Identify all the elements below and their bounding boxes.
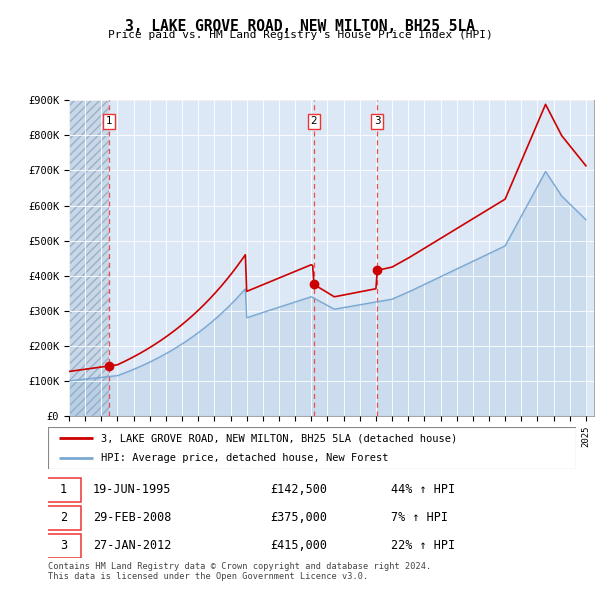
Text: 3: 3 <box>374 116 380 126</box>
Text: Price paid vs. HM Land Registry's House Price Index (HPI): Price paid vs. HM Land Registry's House … <box>107 30 493 40</box>
Text: 29-FEB-2008: 29-FEB-2008 <box>93 512 171 525</box>
Text: £142,500: £142,500 <box>270 483 327 496</box>
Text: 2: 2 <box>60 512 67 525</box>
Text: 3: 3 <box>60 539 67 552</box>
Text: £375,000: £375,000 <box>270 512 327 525</box>
Text: 1: 1 <box>60 483 67 496</box>
Text: 3, LAKE GROVE ROAD, NEW MILTON, BH25 5LA: 3, LAKE GROVE ROAD, NEW MILTON, BH25 5LA <box>125 19 475 34</box>
Text: 19-JUN-1995: 19-JUN-1995 <box>93 483 171 496</box>
Text: 22% ↑ HPI: 22% ↑ HPI <box>391 539 455 552</box>
Text: 2: 2 <box>311 116 317 126</box>
Text: Contains HM Land Registry data © Crown copyright and database right 2024.: Contains HM Land Registry data © Crown c… <box>48 562 431 571</box>
Text: 27-JAN-2012: 27-JAN-2012 <box>93 539 171 552</box>
Text: 1: 1 <box>106 116 112 126</box>
FancyBboxPatch shape <box>46 506 81 530</box>
FancyBboxPatch shape <box>46 534 81 558</box>
Text: 3, LAKE GROVE ROAD, NEW MILTON, BH25 5LA (detached house): 3, LAKE GROVE ROAD, NEW MILTON, BH25 5LA… <box>101 434 457 444</box>
Text: 7% ↑ HPI: 7% ↑ HPI <box>391 512 448 525</box>
Text: 44% ↑ HPI: 44% ↑ HPI <box>391 483 455 496</box>
FancyBboxPatch shape <box>46 478 81 502</box>
Text: £415,000: £415,000 <box>270 539 327 552</box>
Text: This data is licensed under the Open Government Licence v3.0.: This data is licensed under the Open Gov… <box>48 572 368 581</box>
Text: HPI: Average price, detached house, New Forest: HPI: Average price, detached house, New … <box>101 454 388 463</box>
